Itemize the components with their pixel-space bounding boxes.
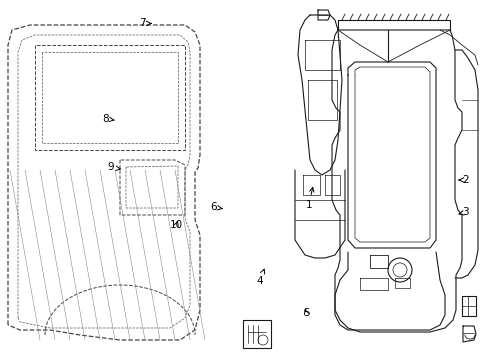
Text: 5: 5 — [303, 308, 310, 318]
Text: 10: 10 — [170, 220, 183, 230]
Text: 2: 2 — [459, 175, 469, 185]
Text: 7: 7 — [139, 18, 151, 28]
Text: 9: 9 — [107, 162, 121, 172]
Text: 3: 3 — [459, 207, 469, 217]
Text: 1: 1 — [305, 187, 314, 210]
Text: 6: 6 — [210, 202, 222, 212]
Text: 8: 8 — [102, 114, 114, 124]
Text: 4: 4 — [256, 269, 265, 286]
